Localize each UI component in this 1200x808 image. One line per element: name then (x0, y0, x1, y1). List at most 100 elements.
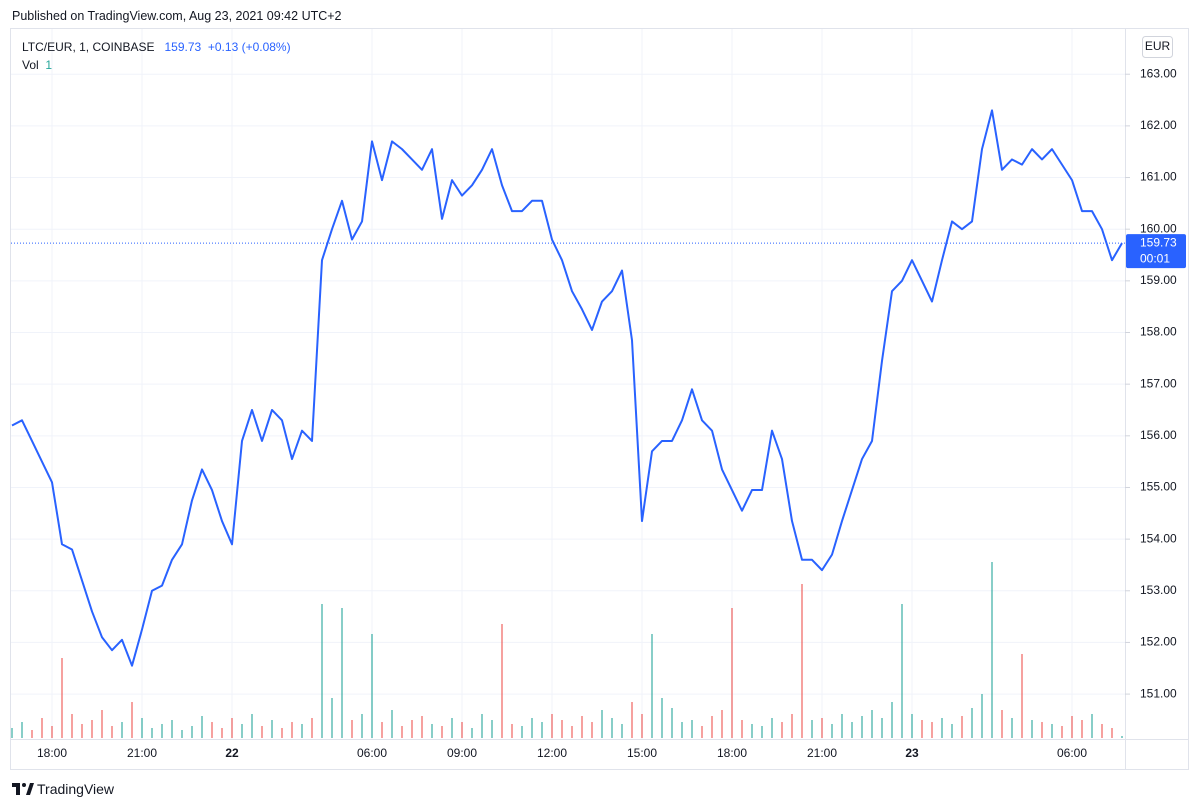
volume-bar (671, 708, 673, 738)
volume-bar (341, 608, 343, 738)
volume-bar (191, 726, 193, 738)
volume-bar (1001, 710, 1003, 738)
volume-bar (811, 720, 813, 738)
chart-frame (10, 28, 1189, 770)
x-tick-label: 06:00 (357, 746, 387, 760)
volume-bar (1081, 720, 1083, 738)
y-tick-label: 151.00 (1140, 686, 1177, 700)
volume-bar (801, 584, 803, 738)
x-tick-label: 15:00 (627, 746, 657, 760)
price-change: +0.13 (+0.08%) (207, 40, 291, 54)
volume-bar (1111, 728, 1113, 738)
volume-bar (21, 722, 23, 738)
volume-bar (31, 730, 33, 738)
x-tick-label: 18:00 (37, 746, 67, 760)
y-tick-label: 161.00 (1140, 170, 1177, 184)
brand: TradingView (37, 781, 115, 797)
volume-bar (291, 722, 293, 738)
volume-bar (871, 710, 873, 738)
volume-bar (331, 698, 333, 738)
plot (11, 109, 1125, 667)
volume-bar (881, 718, 883, 738)
volume-bar (861, 716, 863, 738)
x-tick-label: 21:00 (807, 746, 837, 760)
volume-bar (441, 726, 443, 738)
volume-bar (1101, 724, 1103, 738)
volume-bar (931, 722, 933, 738)
y-tick-label: 159.00 (1140, 273, 1177, 287)
volume-bar (241, 724, 243, 738)
y-tick-label: 154.00 (1140, 531, 1177, 545)
volume-last: 1 (45, 58, 53, 72)
volume-bar (921, 720, 923, 738)
published-note: Published on TradingView.com, Aug 23, 20… (12, 9, 342, 23)
volume-bars (11, 562, 1123, 738)
volume-bar (571, 726, 573, 738)
volume-bar (651, 634, 653, 738)
volume-bar (711, 716, 713, 738)
symbol: LTC/EUR, 1, COINBASE (22, 40, 155, 54)
volume-bar (171, 720, 173, 738)
last-price-box (1126, 234, 1186, 269)
y-tick-label: 162.00 (1140, 118, 1177, 132)
volume-bar (1011, 718, 1013, 738)
volume-bar (641, 714, 643, 738)
volume-bar (451, 718, 453, 738)
volume-bar (411, 720, 413, 738)
x-tick-label: 06:00 (1057, 746, 1087, 760)
volume-bar (661, 698, 663, 738)
volume-bar (1071, 716, 1073, 738)
last-price: 159.73 (164, 40, 202, 54)
legend: LTC/EUR, 1, COINBASE 159.73 +0.13 (+0.08… (22, 40, 291, 54)
volume-bar (771, 718, 773, 738)
grid (11, 29, 1125, 739)
volume-bar (951, 724, 953, 738)
currency-box[interactable] (1142, 36, 1173, 58)
volume-bar (161, 724, 163, 738)
volume-bar (681, 722, 683, 738)
volume-bar (201, 716, 203, 738)
y-tick-label: 157.00 (1140, 376, 1177, 390)
volume-bar (851, 722, 853, 738)
volume-bar (761, 726, 763, 738)
x-tick-label: 18:00 (717, 746, 747, 760)
volume-bar (431, 724, 433, 738)
volume-bar (981, 694, 983, 738)
countdown-label: 00:01 (1140, 251, 1170, 265)
volume-bar (281, 728, 283, 738)
volume-bar (151, 728, 153, 738)
volume-bar (361, 714, 363, 738)
volume-bar (541, 722, 543, 738)
volume-bar (351, 720, 353, 738)
volume-bar (391, 710, 393, 738)
volume-bar (501, 624, 503, 738)
y-tick-label: 158.00 (1140, 325, 1177, 339)
volume-bar (91, 720, 93, 738)
volume-bar (141, 718, 143, 738)
volume-legend: Vol 1 (22, 58, 52, 72)
x-tick-label: 12:00 (537, 746, 567, 760)
x-tick-label: 22 (225, 746, 239, 760)
volume-bar (631, 702, 633, 738)
volume-bar (961, 716, 963, 738)
volume-bar (551, 714, 553, 738)
volume-bar (381, 722, 383, 738)
y-tick-label: 155.00 (1140, 480, 1177, 494)
volume-bar (941, 718, 943, 738)
volume-bar (181, 730, 183, 738)
volume-bar (101, 710, 103, 738)
volume-bar (1121, 736, 1123, 738)
volume-bar (251, 714, 253, 738)
volume-name: Vol (22, 58, 39, 72)
y-tick-label: 160.00 (1140, 221, 1177, 235)
volume-bar (621, 724, 623, 738)
volume-bar (751, 724, 753, 738)
volume-bar (41, 718, 43, 738)
volume-bar (891, 702, 893, 738)
axes: 151.00 152.00 153.00 154.00 155.00 156.00 157.… (37, 66, 1186, 760)
volume-bar (691, 720, 693, 738)
volume-bar (51, 726, 53, 738)
volume-bar (901, 604, 903, 738)
volume-bar (831, 724, 833, 738)
